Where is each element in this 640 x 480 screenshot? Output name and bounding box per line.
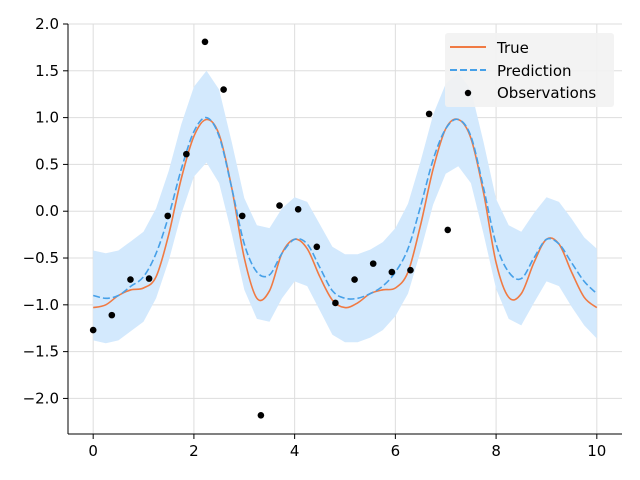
observation-point-19 (444, 226, 452, 234)
series-line-prediction (93, 116, 598, 300)
axes (67, 24, 622, 435)
y-tick-label-8: −2.0 (23, 389, 59, 407)
x-ticks: 0 2 4 6 8 10 (88, 434, 606, 460)
observation-point-10 (276, 202, 283, 209)
y-tick-label-6: −1.0 (23, 296, 59, 314)
x-tick-label-3: 6 (391, 442, 401, 460)
y-tick-label-7: −1.5 (23, 343, 59, 361)
observation-point-1 (108, 311, 116, 319)
series-lines (93, 116, 598, 309)
legend-swatch-observations (464, 89, 472, 97)
observation-point-3 (145, 275, 153, 282)
y-tick-label-4: 0.0 (35, 202, 59, 220)
y-tick-label-0: 2.0 (35, 15, 59, 33)
observation-point-5 (183, 150, 190, 158)
legend: True Prediction Observations (445, 33, 614, 107)
observation-point-16 (388, 268, 396, 276)
y-ticks: 2.0 1.5 1.0 0.5 0.0 −0.5 −1.0 −1.5 −2.0 (23, 15, 68, 407)
series-line-true (93, 118, 598, 309)
y-tick-label-5: −0.5 (23, 249, 59, 267)
legend-label-prediction: Prediction (497, 62, 572, 80)
x-tick-label-4: 8 (491, 442, 501, 460)
observation-point-11 (294, 206, 302, 213)
x-tick-label-0: 0 (88, 442, 98, 460)
observation-points (89, 38, 452, 419)
legend-label-observations: Observations (497, 84, 596, 102)
y-tick-label-2: 1.0 (35, 109, 59, 127)
y-tick-label-3: 0.5 (35, 155, 59, 173)
observation-point-14 (351, 276, 358, 283)
observation-point-18 (425, 110, 433, 118)
observation-point-0 (89, 326, 97, 334)
observation-point-4 (164, 212, 172, 220)
legend-box (445, 33, 614, 107)
observation-point-12 (313, 243, 321, 251)
observation-point-13 (332, 299, 339, 307)
observation-point-6 (201, 38, 209, 46)
observation-point-2 (127, 276, 134, 283)
x-tick-label-2: 4 (290, 442, 300, 460)
legend-label-true: True (496, 39, 529, 57)
x-tick-label-5: 10 (587, 442, 606, 460)
observation-point-8 (238, 212, 246, 220)
confidence-band (93, 70, 597, 344)
observation-point-17 (407, 266, 414, 274)
y-tick-label-1: 1.5 (35, 62, 59, 80)
observation-point-15 (369, 260, 377, 267)
x-tick-label-1: 2 (189, 442, 199, 460)
observation-point-7 (220, 86, 227, 93)
observation-point-9 (257, 411, 265, 419)
